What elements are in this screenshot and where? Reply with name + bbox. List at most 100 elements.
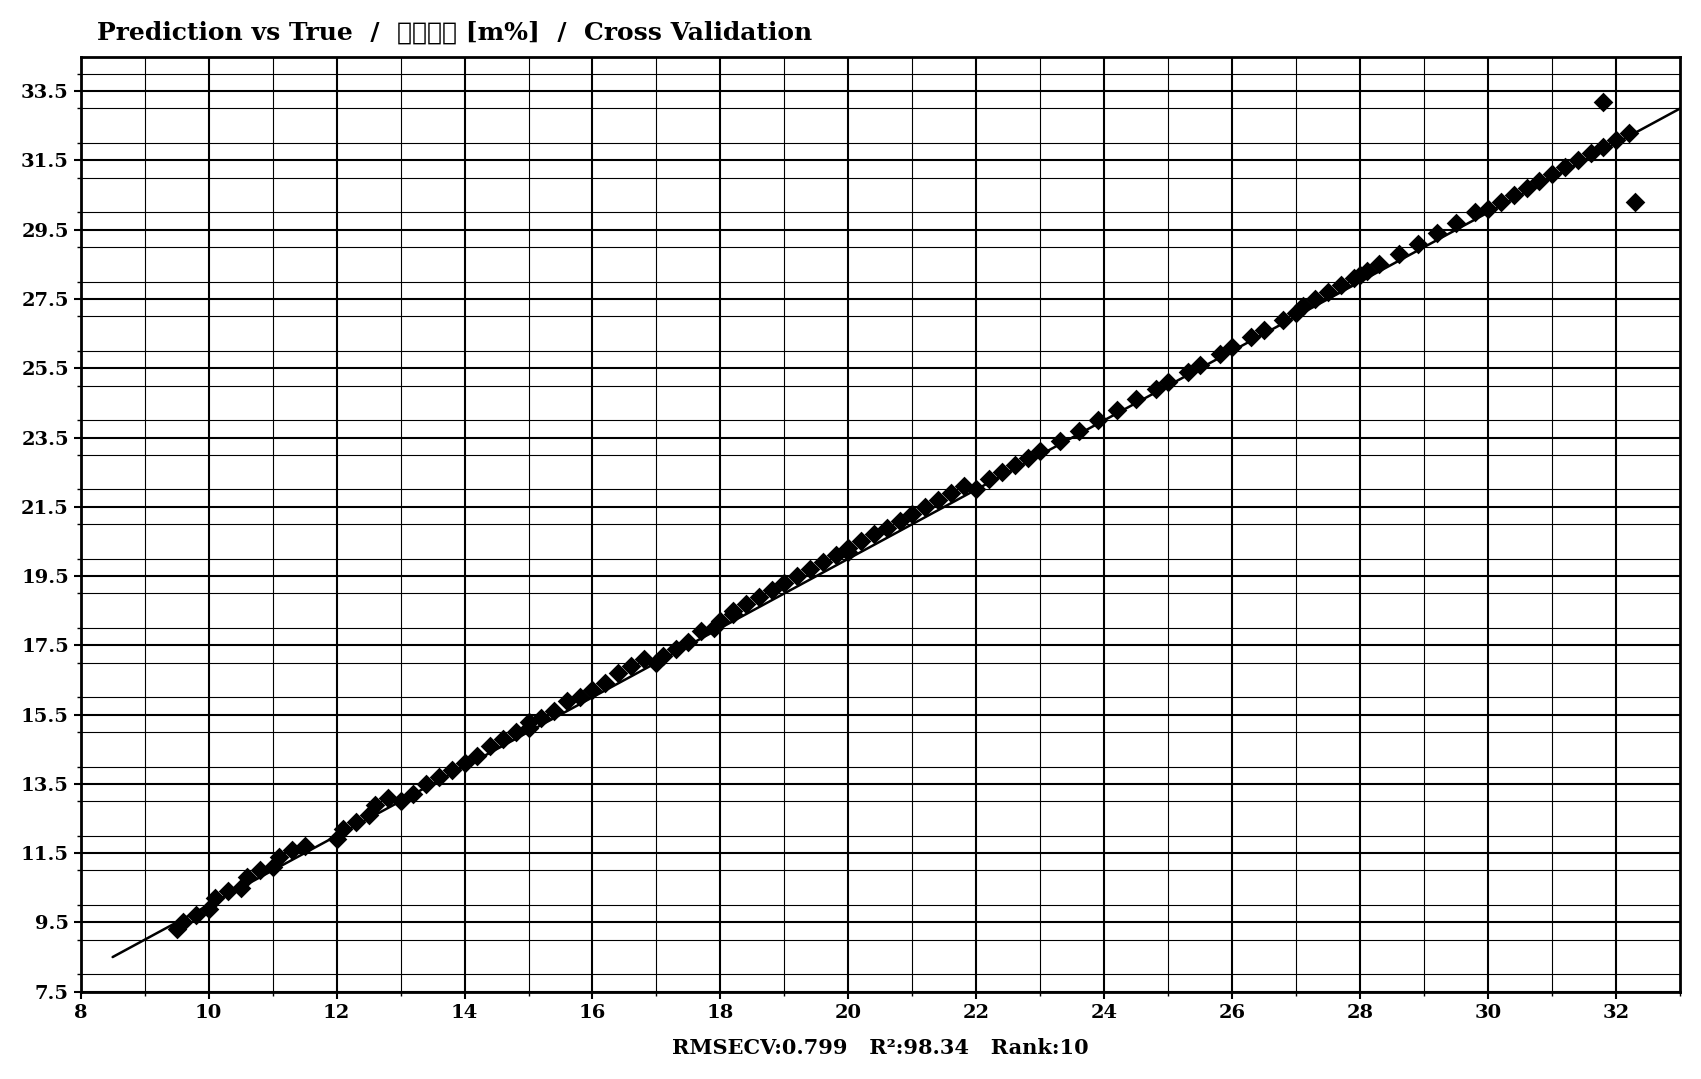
Point [847, 533, 874, 550]
Point [1461, 204, 1488, 221]
Point [279, 841, 306, 858]
Point [810, 554, 837, 571]
Point [1271, 311, 1298, 328]
Point [1590, 138, 1618, 155]
Point [1327, 276, 1354, 293]
Point [861, 525, 888, 543]
Point [342, 814, 369, 831]
Point [662, 640, 689, 657]
Point [1352, 262, 1380, 279]
Point [1526, 173, 1553, 190]
Point [1500, 187, 1527, 204]
Point [425, 768, 452, 786]
Point [675, 633, 703, 651]
Point [720, 605, 747, 623]
Point [784, 568, 811, 585]
Point [1123, 391, 1150, 408]
Point [386, 793, 413, 810]
Point [898, 505, 925, 522]
Point [1155, 373, 1182, 391]
Point [170, 914, 197, 931]
Point [413, 775, 441, 792]
Point [226, 879, 253, 897]
Point [259, 859, 286, 876]
Point [687, 623, 714, 640]
Point [1551, 159, 1579, 176]
Point [1621, 193, 1648, 210]
Point [873, 519, 900, 536]
Point [835, 543, 862, 560]
Point [374, 789, 401, 806]
Point [1565, 152, 1592, 169]
X-axis label: RMSECV:0.799   R²:98.34   Rank:10: RMSECV:0.799 R²:98.34 Rank:10 [672, 1038, 1089, 1058]
Point [578, 682, 606, 699]
Point [265, 848, 293, 865]
Point [745, 588, 772, 605]
Point [1315, 284, 1342, 301]
Point [291, 837, 318, 855]
Point [1340, 270, 1368, 287]
Point [502, 723, 529, 740]
Point [976, 470, 1004, 488]
Point [733, 596, 760, 613]
Point [912, 498, 939, 516]
Point [1174, 363, 1201, 380]
Point [214, 883, 242, 900]
Point [1590, 93, 1618, 110]
Point [1616, 124, 1643, 141]
Point [1301, 290, 1328, 308]
Point [1385, 245, 1412, 262]
Point [604, 665, 631, 682]
Point [1405, 235, 1432, 252]
Point [566, 688, 594, 706]
Point [233, 869, 260, 886]
Point [592, 674, 619, 692]
Point [400, 786, 427, 803]
Point [1218, 339, 1245, 356]
Point [323, 831, 350, 848]
Point [247, 862, 274, 879]
Point [1366, 256, 1393, 273]
Point [796, 560, 823, 577]
Point [1187, 356, 1215, 373]
Point [759, 582, 786, 599]
Point [1014, 450, 1041, 467]
Point [1475, 201, 1502, 218]
Point [527, 709, 555, 726]
Point [1104, 401, 1131, 419]
Point [182, 906, 209, 924]
Point [822, 547, 849, 564]
Point [617, 657, 645, 674]
Point [1027, 442, 1055, 460]
Point [949, 477, 976, 494]
Point [701, 619, 728, 637]
Point [1424, 224, 1451, 242]
Point [1141, 381, 1169, 398]
Point [439, 762, 466, 779]
Point [1238, 328, 1266, 345]
Point [1602, 131, 1630, 148]
Point [629, 651, 657, 668]
Text: Prediction vs True  /  正槟烷盗 [m%]  /  Cross Validation: Prediction vs True / 正槟烷盗 [m%] / Cross V… [97, 21, 811, 45]
Point [541, 702, 568, 720]
Point [1512, 179, 1539, 196]
Point [515, 720, 543, 737]
Point [1283, 304, 1310, 322]
Point [201, 889, 228, 906]
Point [330, 820, 357, 837]
Point [1289, 297, 1317, 314]
Point [720, 602, 747, 619]
Point [924, 491, 951, 508]
Point [1206, 345, 1233, 363]
Point [835, 540, 862, 557]
Point [650, 647, 677, 665]
Point [963, 481, 990, 498]
Point [490, 730, 517, 748]
Point [1442, 214, 1470, 231]
Point [1539, 166, 1567, 183]
Point [515, 713, 543, 730]
Point [1577, 145, 1604, 162]
Point [771, 574, 798, 591]
Point [1065, 422, 1092, 439]
Point [196, 900, 223, 917]
